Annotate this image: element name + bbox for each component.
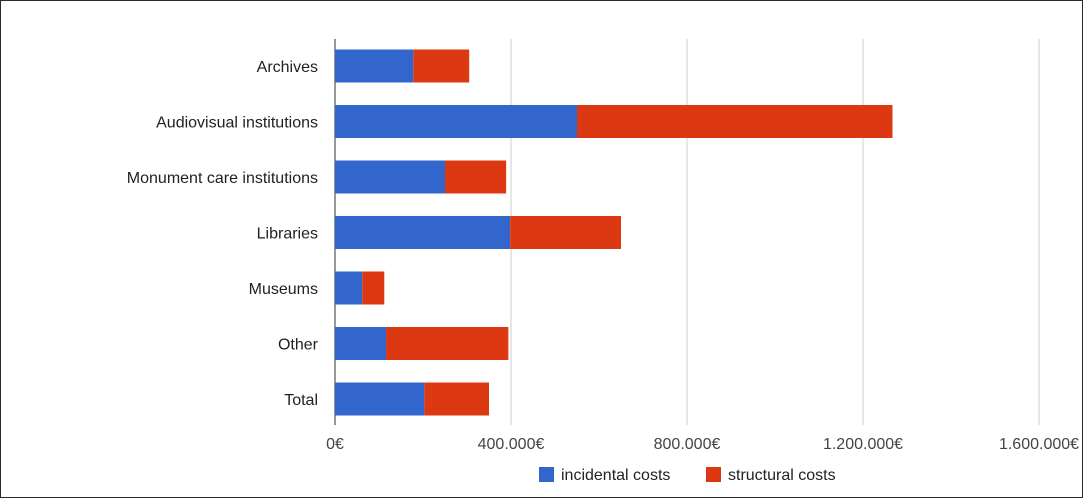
bar-segment-incidental — [335, 271, 363, 305]
category-label: Total — [284, 392, 318, 409]
x-tick-label: 1.200.000€ — [823, 436, 903, 453]
bar-segment-incidental — [335, 382, 425, 416]
legend-label: structural costs — [728, 467, 836, 484]
bar-segment-structural — [362, 271, 385, 305]
category-label: Museums — [249, 281, 318, 298]
x-tick-label: 0€ — [326, 436, 344, 453]
x-tick-label: 1.600.000€ — [999, 436, 1079, 453]
bar-segment-incidental — [335, 327, 387, 360]
bar-segment-structural — [386, 327, 509, 360]
bar-segment-structural — [445, 160, 507, 194]
x-tick-label: 400.000€ — [478, 436, 545, 453]
bar-segment-incidental — [335, 105, 577, 138]
bar-segment-structural — [577, 105, 893, 138]
category-label: Libraries — [257, 226, 318, 243]
x-tick-label: 800.000€ — [654, 436, 721, 453]
legend-label: incidental costs — [561, 467, 670, 484]
bar-segment-incidental — [335, 216, 511, 249]
bar-segment-incidental — [335, 160, 445, 194]
bar-segment-structural — [510, 216, 621, 249]
bar-segment-structural — [424, 382, 489, 416]
legend-swatch — [706, 467, 721, 482]
category-label: Other — [278, 337, 319, 354]
category-label: Archives — [257, 59, 318, 76]
bar-segment-structural — [413, 49, 470, 83]
category-label: Audiovisual institutions — [156, 115, 318, 132]
legend-swatch — [539, 467, 554, 482]
category-label: Monument care institutions — [127, 170, 318, 187]
bar-segment-incidental — [335, 49, 414, 83]
